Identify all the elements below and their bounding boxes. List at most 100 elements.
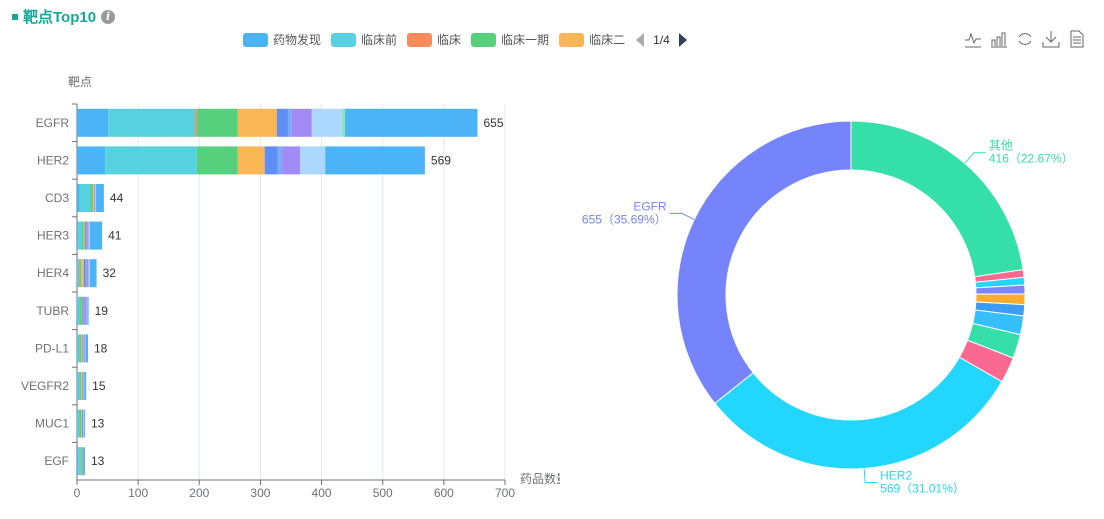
info-icon[interactable]: i [101,9,116,24]
prev-page-icon[interactable] [635,32,645,48]
bar-segment[interactable] [86,259,89,288]
bar-segment[interactable] [291,108,312,137]
bar-segment[interactable] [87,296,89,325]
bar-segment[interactable] [81,372,83,400]
bar-segment[interactable] [196,108,238,137]
legend-item[interactable]: 临床 [407,31,461,48]
bar-segment[interactable] [83,409,85,438]
bar-segment[interactable] [92,184,95,212]
legend-item[interactable]: 临床前 [331,31,397,48]
bar-segment[interactable] [81,259,84,288]
bar-segment[interactable] [77,296,81,325]
bar-segment[interactable] [84,334,86,363]
bar-segment[interactable] [83,447,85,476]
bar-segment[interactable] [80,259,82,288]
bar-segment[interactable] [83,372,84,400]
bar-segment[interactable] [77,409,80,438]
bar-segment[interactable] [81,334,83,363]
bar-segment[interactable] [90,184,93,212]
download-icon[interactable] [1042,30,1060,48]
bar-segment[interactable] [82,334,84,363]
bar-segment[interactable] [300,146,326,175]
bar-segment[interactable] [89,221,103,250]
bar-segment[interactable] [81,409,82,438]
bar-segment[interactable] [82,296,84,325]
bar-segment[interactable] [81,409,83,438]
bar-segment[interactable] [83,334,85,363]
bar-segment[interactable] [81,447,83,476]
bar-segment[interactable] [89,259,97,288]
bar-segment[interactable] [88,221,90,250]
bar-segment[interactable] [82,372,84,400]
bar-segment[interactable] [79,334,82,363]
bar-chart-icon[interactable] [990,30,1008,48]
bar-segment[interactable] [282,146,301,175]
bar-segment[interactable] [87,221,89,250]
bar-segment[interactable] [79,409,82,438]
bar-segment[interactable] [82,447,84,476]
bar-segment[interactable] [105,146,197,175]
bar-segment[interactable] [277,146,283,175]
bar-segment[interactable] [95,184,104,212]
bar-segment[interactable] [83,296,85,325]
bar-segment[interactable] [77,409,78,438]
bar-segment[interactable] [344,108,478,137]
bar-segment[interactable] [82,409,84,438]
bar-segment[interactable] [77,146,106,175]
bar-segment[interactable] [84,221,87,250]
donut-slice[interactable] [714,356,1003,470]
bar-segment[interactable] [77,259,80,288]
bar-segment[interactable] [77,221,79,250]
bar-segment[interactable] [80,296,82,325]
legend-item[interactable]: 药物发现 [243,31,321,48]
bar-segment[interactable] [77,334,80,363]
bar-segment[interactable] [81,296,83,325]
bar-segment[interactable] [81,221,84,250]
bar-segment[interactable] [287,108,292,137]
bar-segment[interactable] [83,334,84,363]
bar-segment[interactable] [94,184,96,212]
bar-segment[interactable] [196,146,238,175]
bar-segment[interactable] [77,108,109,137]
bar-segment[interactable] [237,146,265,175]
bar-segment[interactable] [311,108,342,137]
bar-segment[interactable] [78,447,81,476]
bar-segment[interactable] [108,108,196,137]
legend-item[interactable]: 临床一期 [471,31,549,48]
bar-segment[interactable] [341,108,345,137]
bar-segment[interactable] [79,259,81,288]
bar-segment[interactable] [77,296,78,325]
refresh-icon[interactable] [1016,30,1034,48]
bar-segment[interactable] [77,334,78,363]
bar-segment[interactable] [84,372,87,400]
bar-segment[interactable] [86,296,88,325]
next-page-icon[interactable] [678,32,688,48]
bar-segment[interactable] [83,409,84,438]
bar-segment[interactable] [85,334,89,363]
bar-segment[interactable] [85,259,87,288]
bar-segment[interactable] [79,184,91,212]
bar-segment[interactable] [237,108,277,137]
bar-segment[interactable] [325,146,425,175]
bar-segment[interactable] [78,221,82,250]
bar-segment[interactable] [77,447,79,476]
bar-segment[interactable] [86,221,88,250]
bar-segment[interactable] [77,372,78,400]
bar-segment[interactable] [264,146,278,175]
bar-segment[interactable] [80,447,82,476]
bar-segment[interactable] [84,296,87,325]
bar-segment[interactable] [83,221,85,250]
bar-segment[interactable] [77,259,78,288]
donut-slice[interactable] [676,120,852,405]
bar-segment[interactable] [195,108,197,137]
bar-segment[interactable] [276,108,288,137]
bar-segment[interactable] [80,372,82,400]
bar-segment[interactable] [88,259,90,288]
bar-segment[interactable] [83,259,86,288]
line-chart-icon[interactable] [964,30,982,48]
bar-segment[interactable] [83,372,85,400]
bar-segment[interactable] [77,372,81,400]
bar-segment[interactable] [95,184,96,212]
bar-segment[interactable] [77,184,80,212]
data-view-icon[interactable] [1068,30,1086,48]
